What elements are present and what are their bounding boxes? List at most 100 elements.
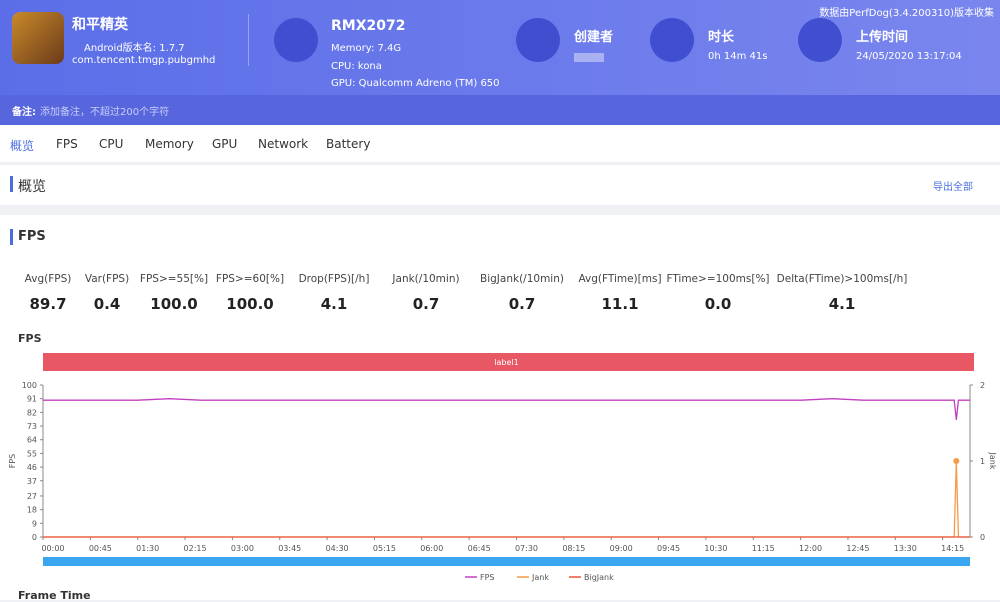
x-tick-label: 01:30 xyxy=(136,544,159,553)
stat-value: 0.0 xyxy=(704,295,732,313)
scrollbar xyxy=(43,557,970,566)
stat-label: Delta(FTime)>100ms[/h] xyxy=(776,273,908,285)
legend-label: Jank xyxy=(531,573,549,582)
x-tick-label: 07:30 xyxy=(515,544,538,553)
tab-bar: 概览 FPS CPU Memory GPU Network Battery xyxy=(0,125,1000,162)
upload-label: 上传时间 xyxy=(856,30,909,45)
android-version: Android版本名: 1.7.7 xyxy=(84,43,185,54)
x-tick-label: 10:30 xyxy=(704,544,727,553)
creator-redacted xyxy=(574,53,604,62)
duration-icon xyxy=(650,18,694,62)
stat-label: FPS>=60[%] xyxy=(215,273,285,285)
stat-value: 89.7 xyxy=(29,295,67,313)
x-tick-label: 09:00 xyxy=(610,544,633,553)
stat-label: FTime>=100ms[%] xyxy=(666,273,770,285)
series-line xyxy=(43,398,970,421)
gpu: GPU: Qualcomm Adreno (TM) 650 xyxy=(331,78,500,89)
x-tick-label: 00:00 xyxy=(41,544,64,553)
x-tick-label: 08:15 xyxy=(562,544,585,553)
series-line xyxy=(43,460,970,538)
y-tick-label: 46 xyxy=(27,463,37,472)
tab[interactable]: Memory xyxy=(145,137,194,151)
fps-title: FPS xyxy=(18,229,46,244)
x-tick-label: 12:45 xyxy=(846,544,869,553)
y2-tick-label: 0 xyxy=(980,533,985,542)
legend-label: BigJank xyxy=(584,573,614,582)
section-marker xyxy=(10,229,13,245)
tab[interactable]: CPU xyxy=(99,137,124,151)
remark-label: 备注: xyxy=(12,107,36,118)
x-tick-label: 06:45 xyxy=(468,544,491,553)
stat-label: Avg(FPS) xyxy=(24,273,72,285)
stat-label: Jank(/10min) xyxy=(392,273,460,285)
y-tick-label: 27 xyxy=(27,492,37,501)
y-tick-label: 0 xyxy=(32,533,37,542)
y-tick-label: 18 xyxy=(27,506,37,515)
stat-value: 0.7 xyxy=(508,295,536,313)
chart: label1 0 9 18 27 37 46 55 64 73 82 91 100 0 1 2 00:00 00:… xyxy=(8,353,997,582)
creator-icon xyxy=(516,18,560,62)
overview-section: 概览 导出全部 xyxy=(0,165,1000,205)
source-note: 数据由PerfDog(3.4.200310)版本收集 xyxy=(819,8,994,19)
x-tick-label: 03:45 xyxy=(278,544,301,553)
stat-value: 4.1 xyxy=(320,295,348,313)
remark-input[interactable]: 添加备注，不超过200个字符 xyxy=(40,107,170,118)
section-marker xyxy=(10,176,13,192)
y-tick-label: 82 xyxy=(27,408,37,417)
duration-value: 0h 14m 41s xyxy=(708,51,768,62)
stat-value: 4.1 xyxy=(828,295,856,313)
y-tick-label: 73 xyxy=(27,422,37,431)
tab[interactable]: 概览 xyxy=(10,139,35,153)
export-all[interactable]: 导出全部 xyxy=(933,182,973,193)
x-tick-label: 00:45 xyxy=(89,544,112,553)
y2-axis-label: Jank xyxy=(988,452,997,470)
divider xyxy=(248,14,249,66)
y-axis-label: FPS xyxy=(8,454,17,469)
upload-value: 24/05/2020 13:17:04 xyxy=(856,51,962,62)
app-icon xyxy=(12,12,64,64)
tab[interactable]: FPS xyxy=(56,137,78,151)
stat-label: Var(FPS) xyxy=(84,273,130,285)
x-tick-label: 13:30 xyxy=(894,544,917,553)
jank-point xyxy=(953,458,960,464)
package: com.tencent.tmgp.pubgmhd xyxy=(72,55,216,66)
app-name: 和平精英 xyxy=(72,17,128,33)
tab[interactable]: Network xyxy=(258,137,309,151)
stat-value: 0.7 xyxy=(412,295,440,313)
x-tick-label: 03:00 xyxy=(231,544,254,553)
x-tick-label: 11:15 xyxy=(752,544,775,553)
legend-label: FPS xyxy=(480,573,495,582)
device-icon xyxy=(274,18,318,62)
stat-value: 100.0 xyxy=(226,295,274,313)
creator-label: 创建者 xyxy=(574,30,614,45)
tab[interactable]: Battery xyxy=(326,137,371,151)
stat-value: 0.4 xyxy=(93,295,121,313)
stat-label: Avg(FTime)[ms] xyxy=(578,273,662,285)
x-tick-label: 02:15 xyxy=(184,544,207,553)
y-tick-label: 91 xyxy=(27,395,37,404)
header: 和平精英 Android版本名: 1.7.7 com.tencent.tmgp.… xyxy=(0,0,1000,95)
stat-value: 100.0 xyxy=(150,295,198,313)
stat-value: 11.1 xyxy=(601,295,639,313)
x-tick-label: 06:00 xyxy=(420,544,443,553)
y2-tick-label: 1 xyxy=(980,457,985,466)
remark-bar: 备注: 添加备注，不超过200个字符 xyxy=(0,95,1000,125)
upload-icon xyxy=(798,18,842,62)
device-name: RMX2072 xyxy=(331,18,406,34)
stat-label: Drop(FPS)[/h] xyxy=(298,273,370,285)
y-tick-label: 55 xyxy=(27,449,37,458)
band-label: label1 xyxy=(494,358,518,367)
band xyxy=(43,353,974,371)
x-tick-label: 05:15 xyxy=(373,544,396,553)
y2-tick-label: 2 xyxy=(980,381,985,390)
overview-title: 概览 xyxy=(18,179,46,195)
x-tick-label: 12:00 xyxy=(799,544,822,553)
cpu: CPU: kona xyxy=(331,61,382,72)
chart-title: FPS xyxy=(18,332,42,345)
x-tick-label: 04:30 xyxy=(326,544,349,553)
y-tick-label: 100 xyxy=(22,381,37,390)
y-tick-label: 64 xyxy=(27,436,37,445)
stat-label: FPS>=55[%] xyxy=(139,273,209,285)
tab[interactable]: GPU xyxy=(212,137,238,151)
